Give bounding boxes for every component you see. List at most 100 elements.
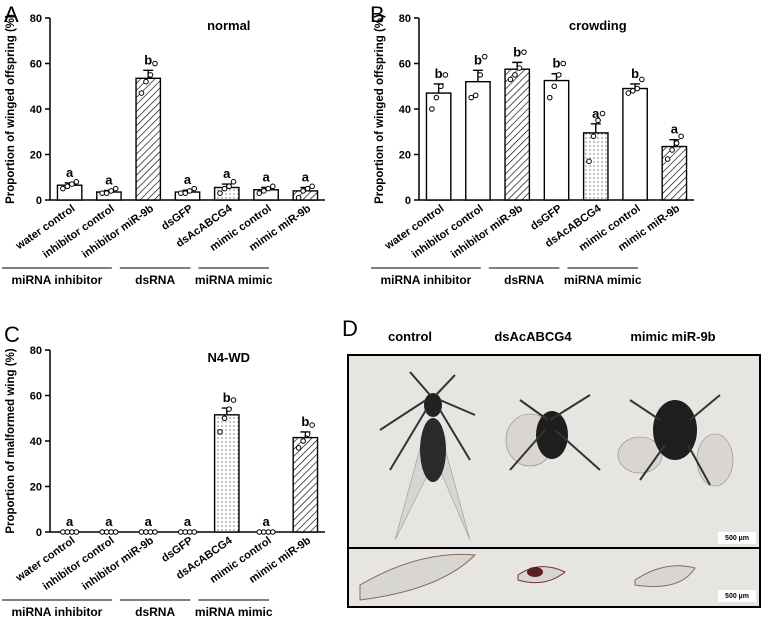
- data-point: [625, 90, 632, 96]
- significance-label: a: [66, 165, 74, 180]
- data-point: [221, 185, 228, 192]
- y-tick-label: 60: [30, 59, 42, 71]
- y-axis-label: Proportion of malformed wing (%): [5, 348, 17, 533]
- y-tick-label: 0: [36, 195, 42, 207]
- chart-title: normal: [207, 18, 250, 33]
- bar: [661, 145, 688, 201]
- data-point: [546, 94, 553, 101]
- data-point: [108, 529, 114, 535]
- data-point: [261, 188, 267, 194]
- data-point: [226, 406, 232, 412]
- data-point: [586, 158, 592, 165]
- data-point: [300, 438, 306, 444]
- bar: [465, 80, 491, 201]
- significance-label: b: [301, 414, 309, 429]
- data-point: [304, 431, 311, 437]
- y-tick-label: 40: [30, 104, 42, 116]
- data-point: [599, 110, 606, 117]
- y-tick-label: 80: [30, 345, 42, 357]
- data-point: [438, 83, 444, 90]
- bar: [292, 436, 319, 533]
- chart: 0 20 40 60 80 Proportion of malformed wing (%…: [2, 345, 325, 619]
- data-point: [256, 529, 263, 535]
- data-point: [64, 183, 71, 190]
- panel-label: D: [342, 316, 358, 341]
- data-point: [230, 179, 237, 185]
- significance-label: b: [553, 56, 561, 71]
- data-point: [64, 529, 71, 535]
- data-point: [472, 92, 479, 99]
- y-tick-label: 60: [30, 391, 42, 403]
- bar: [504, 68, 531, 201]
- significance-label: a: [145, 514, 153, 529]
- x-tick-label: inhibitor control: [410, 203, 486, 261]
- significance-label: a: [592, 106, 600, 121]
- data-point: [270, 183, 276, 190]
- data-point: [477, 72, 483, 78]
- data-point: [112, 529, 119, 535]
- data-point: [521, 49, 527, 55]
- data-point: [295, 445, 302, 451]
- significance-label: b: [144, 52, 152, 67]
- data-point: [673, 140, 680, 146]
- significance-label: b: [474, 52, 482, 67]
- panel-label: B: [370, 2, 385, 27]
- data-point: [634, 85, 641, 92]
- chart: 0 20 40 60 80 Proportion of winged offspring …: [371, 13, 694, 287]
- scale-bar: 500 µm 500 µm: [718, 532, 756, 602]
- data-point: [191, 529, 198, 535]
- data-point: [256, 190, 263, 196]
- scale-label: 500 µm: [725, 593, 749, 600]
- y-tick-label: 0: [36, 527, 42, 539]
- data-point: [664, 156, 671, 162]
- data-point: [99, 190, 105, 196]
- y-tick-label: 20: [30, 150, 42, 162]
- photo-panel: control dsAcABCG4 mimic miR-9b: [347, 329, 761, 608]
- significance-label: a: [671, 122, 679, 137]
- group-label: dsRNA: [504, 273, 544, 287]
- insect-dsAcABCG4: [505, 394, 601, 471]
- data-point: [103, 190, 110, 196]
- data-point: [73, 529, 80, 535]
- significance-label: b: [223, 390, 231, 405]
- data-point: [182, 529, 189, 535]
- data-point: [512, 72, 518, 78]
- data-point: [560, 60, 567, 67]
- y-tick-label: 80: [399, 13, 411, 25]
- data-point: [60, 185, 66, 192]
- data-point: [138, 529, 145, 535]
- y-tick-label: 40: [399, 104, 411, 116]
- y-axis-label: Proportion of winged offspring (%): [374, 14, 386, 204]
- data-point: [73, 179, 80, 185]
- data-point: [143, 78, 149, 85]
- data-point: [112, 185, 119, 192]
- significance-label: a: [105, 172, 113, 187]
- data-point: [630, 88, 636, 94]
- group-label: miRNA mimic: [195, 273, 273, 287]
- data-point: [481, 53, 488, 60]
- data-point: [639, 76, 645, 83]
- significance-label: b: [513, 44, 521, 59]
- significance-label: b: [631, 66, 639, 81]
- y-axis-label: Proportion of winged offspring (%): [5, 14, 17, 204]
- y-tick-label: 20: [399, 150, 411, 162]
- group-label: miRNA inhibitor: [380, 273, 471, 287]
- insect-mimic: [617, 394, 734, 487]
- data-point: [147, 529, 154, 535]
- data-point: [468, 94, 474, 101]
- data-point: [143, 529, 149, 535]
- y-tick-label: 20: [30, 482, 42, 494]
- x-tick-label: inhibitor miR-9b: [80, 202, 156, 260]
- data-point: [186, 529, 193, 535]
- data-point: [304, 185, 311, 192]
- data-point: [265, 185, 272, 192]
- data-point: [551, 83, 558, 90]
- data-point: [99, 529, 105, 535]
- group-label: dsRNA: [135, 273, 175, 287]
- group-label: miRNA inhibitor: [11, 273, 102, 287]
- x-tick-label: inhibitor control: [41, 535, 117, 593]
- bar: [213, 414, 240, 533]
- chart-title: crowding: [569, 18, 627, 33]
- data-point: [182, 190, 189, 196]
- data-point: [555, 72, 562, 78]
